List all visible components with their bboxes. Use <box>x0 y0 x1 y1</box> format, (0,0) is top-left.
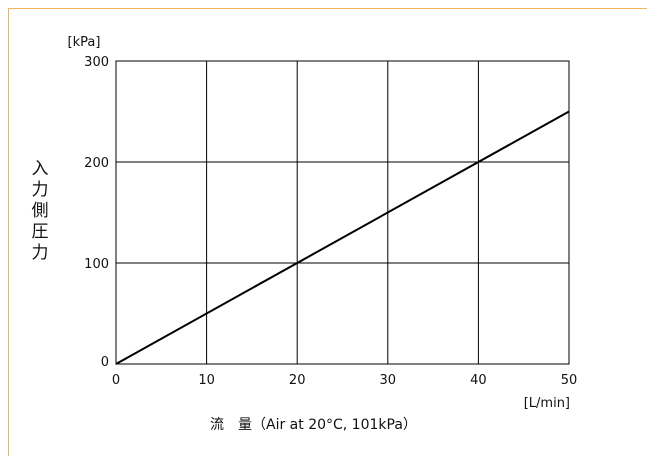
grid <box>115 60 570 365</box>
y-tick-label-1: 100 <box>84 257 109 272</box>
y-tick-label-0: 0 <box>101 355 109 370</box>
chart-frame <box>8 8 647 456</box>
x-tick-label-3: 30 <box>380 373 397 388</box>
x-tick-label-4: 40 <box>470 373 487 388</box>
y-tick-label-3: 300 <box>84 55 109 70</box>
y-tick-label-2: 200 <box>84 156 109 171</box>
x-axis-unit: [L/min] <box>524 396 570 411</box>
x-tick-label-0: 0 <box>112 373 120 388</box>
series-layer <box>115 110 570 365</box>
x-tick-label-1: 10 <box>198 373 215 388</box>
y-axis-label: 入力側圧力 <box>32 159 49 263</box>
x-tick-labels: 0 10 20 30 40 50 <box>112 373 577 388</box>
y-tick-labels: 0 100 200 300 <box>84 55 109 370</box>
x-tick-label-2: 20 <box>289 373 306 388</box>
x-axis-label: 流 量（Air at 20°C, 101kPa） <box>210 417 417 433</box>
series-line-0 <box>115 110 570 365</box>
plot-border <box>115 60 570 365</box>
x-tick-label-5: 50 <box>561 373 578 388</box>
y-axis-unit: [kPa] <box>68 35 101 50</box>
